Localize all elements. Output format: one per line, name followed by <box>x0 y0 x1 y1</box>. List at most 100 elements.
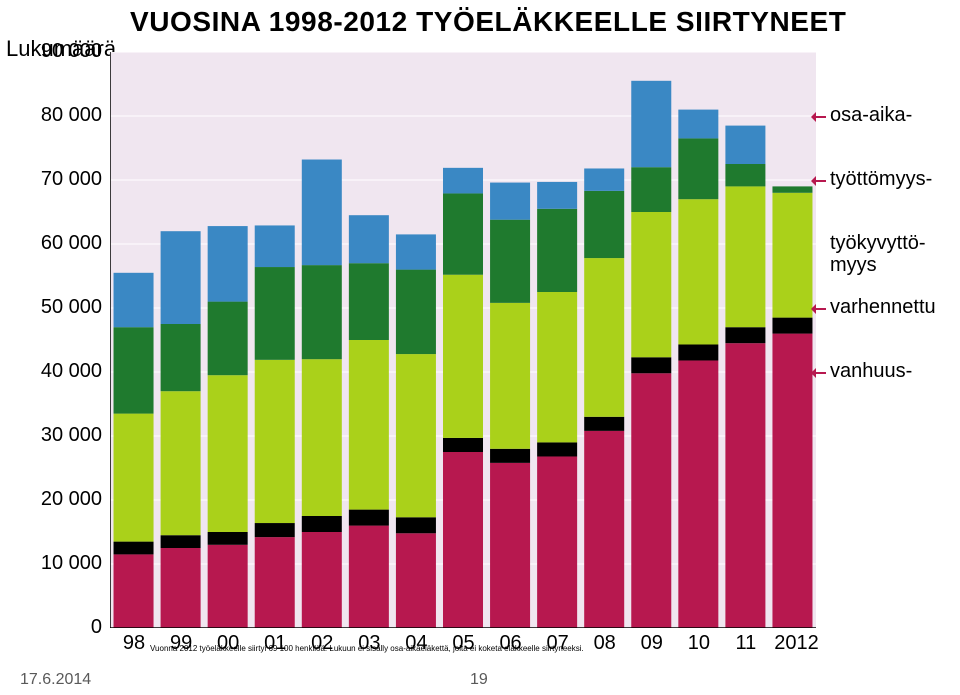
bar-osaaika <box>678 110 718 139</box>
bar-varhennettu <box>584 417 624 431</box>
footnote: Vuonna 2012 työeläkkeelle siirtyi 69 100… <box>150 644 584 653</box>
bar-varhennettu <box>302 516 342 532</box>
bar-osaaika <box>537 182 577 209</box>
bar-osaaika <box>725 126 765 164</box>
bar-vanhuus <box>443 452 483 628</box>
bar-tyokyvyttomyys <box>584 258 624 417</box>
bar-tyokyvyttomyys <box>678 199 718 344</box>
bar-varhennettu <box>631 357 671 373</box>
chart-title: VUOSINA 1998-2012 TYÖELÄKKEELLE SIIRTYNE… <box>130 6 846 38</box>
y-tick-label: 60 000 <box>12 232 102 255</box>
bar-tyokyvyttomyys <box>396 354 436 517</box>
bar-tyottomyys <box>772 186 812 192</box>
bar-osaaika <box>584 168 624 190</box>
bar-vanhuus <box>678 360 718 628</box>
bar-vanhuus <box>631 373 671 628</box>
bar-tyokyvyttomyys <box>490 303 530 449</box>
y-tick-label: 80 000 <box>12 104 102 127</box>
bar-varhennettu <box>772 318 812 334</box>
bar-vanhuus <box>208 545 248 628</box>
bar-osaaika <box>443 168 483 194</box>
bar-vanhuus <box>537 456 577 628</box>
bar-tyottomyys <box>161 324 201 391</box>
legend-varhennettu: varhennettu <box>830 296 936 318</box>
bar-vanhuus <box>255 537 295 628</box>
bar-varhennettu <box>349 510 389 526</box>
legend-osaaika: osa-aika- <box>830 104 912 126</box>
bar-tyottomyys <box>537 209 577 292</box>
bar-osaaika <box>396 234 436 269</box>
y-tick-label: 20 000 <box>12 488 102 511</box>
y-tick-label: 50 000 <box>12 296 102 319</box>
chart-area <box>110 52 816 628</box>
bar-tyottomyys <box>443 193 483 274</box>
bar-osaaika <box>114 273 154 327</box>
bar-tyottomyys <box>255 267 295 360</box>
legend-arrow-osaaika <box>814 116 826 118</box>
chart-svg <box>110 52 816 628</box>
bar-tyokyvyttomyys <box>161 391 201 535</box>
bar-tyokyvyttomyys <box>255 360 295 523</box>
bar-vanhuus <box>490 463 530 628</box>
bar-tyottomyys <box>208 302 248 376</box>
footer-date: 17.6.2014 <box>20 671 91 689</box>
legend-arrow-tyottomyys <box>814 180 826 182</box>
y-tick-label: 10 000 <box>12 552 102 575</box>
bar-tyottomyys <box>631 167 671 212</box>
y-tick-label: 90 000 <box>12 40 102 63</box>
bar-tyokyvyttomyys <box>537 292 577 442</box>
y-tick-label: 70 000 <box>12 168 102 191</box>
bar-tyottomyys <box>725 164 765 186</box>
x-tick-label: 08 <box>581 632 628 655</box>
page: VUOSINA 1998-2012 TYÖELÄKKEELLE SIIRTYNE… <box>0 0 960 695</box>
bar-vanhuus <box>396 533 436 628</box>
bar-tyottomyys <box>114 327 154 413</box>
bar-osaaika <box>631 81 671 167</box>
bar-tyokyvyttomyys <box>208 375 248 532</box>
bar-varhennettu <box>725 327 765 343</box>
bar-tyokyvyttomyys <box>349 340 389 510</box>
bar-tyokyvyttomyys <box>443 275 483 438</box>
bar-varhennettu <box>396 517 436 533</box>
y-tick-label: 30 000 <box>12 424 102 447</box>
bar-tyokyvyttomyys <box>302 359 342 516</box>
bar-vanhuus <box>302 532 342 628</box>
bar-varhennettu <box>114 542 154 555</box>
x-tick-label: 09 <box>628 632 675 655</box>
bar-tyottomyys <box>302 265 342 359</box>
bar-tyokyvyttomyys <box>725 186 765 327</box>
bar-osaaika <box>490 183 530 220</box>
x-tick-label: 11 <box>722 632 769 655</box>
bar-tyottomyys <box>396 270 436 354</box>
bar-tyokyvyttomyys <box>631 212 671 357</box>
bar-varhennettu <box>208 532 248 545</box>
bar-varhennettu <box>255 523 295 537</box>
bar-osaaika <box>208 226 248 302</box>
legend-arrow-vanhuus <box>814 372 826 374</box>
bar-vanhuus <box>584 431 624 628</box>
bar-tyokyvyttomyys <box>772 193 812 318</box>
bar-varhennettu <box>490 449 530 463</box>
legend-arrow-varhennettu <box>814 308 826 310</box>
bar-varhennettu <box>161 535 201 548</box>
bar-tyottomyys <box>490 220 530 303</box>
bar-osaaika <box>255 225 295 267</box>
bar-vanhuus <box>725 343 765 628</box>
bar-tyottomyys <box>678 138 718 199</box>
bar-varhennettu <box>678 344 718 360</box>
legend-vanhuus: vanhuus- <box>830 360 912 382</box>
legend-tyokyvyttomyys: työkyvyttö- myys <box>830 232 926 276</box>
footer-page: 19 <box>470 671 488 689</box>
bar-osaaika <box>161 231 201 324</box>
x-tick-label: 2012 <box>769 632 823 655</box>
y-tick-label: 40 000 <box>12 360 102 383</box>
bar-tyokyvyttomyys <box>114 414 154 542</box>
bar-vanhuus <box>349 526 389 628</box>
legend-tyottomyys: työttömyys- <box>830 168 932 190</box>
bar-vanhuus <box>161 548 201 628</box>
bar-osaaika <box>349 215 389 263</box>
bar-osaaika <box>302 160 342 266</box>
bar-vanhuus <box>114 554 154 628</box>
bar-tyottomyys <box>349 263 389 340</box>
x-tick-label: 10 <box>675 632 722 655</box>
